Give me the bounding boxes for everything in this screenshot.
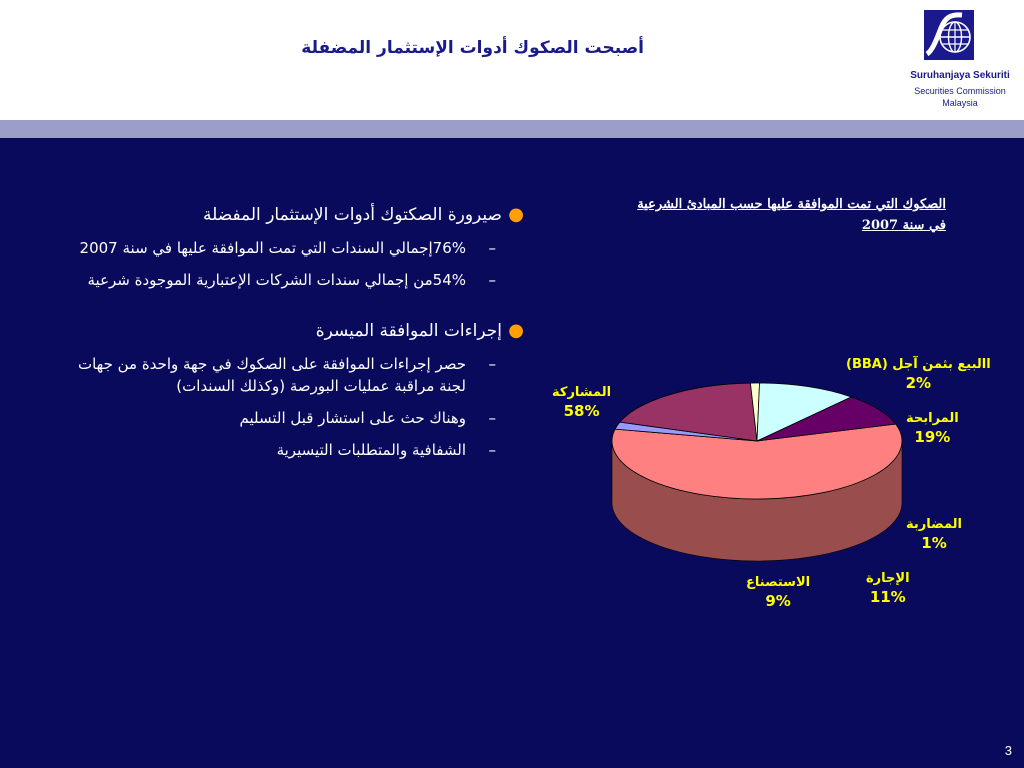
pie-label-bba: االبيع بثمن آجل (BBA) 2% — [846, 357, 991, 392]
sub-bullet-item: – حصر إجراءات الموافقة على الصكوك في جهة … — [77, 355, 496, 395]
pie-label-musharaka: المشاركة 58% — [552, 385, 612, 420]
pie-slice-0 — [611, 423, 903, 500]
pie-label-ijara: الإجارة 11% — [866, 571, 910, 606]
sub-bullet-item: – الشفافية والمتطلبات التيسيرية — [276, 441, 496, 459]
pie-label-murabaha: المرابحة 19% — [906, 411, 959, 446]
logo-name: Suruhanjaya Sekuriti — [910, 70, 1010, 81]
sc-logo: Suruhanjaya Sekuriti Securities Commissi… — [906, 10, 1014, 116]
sub-bullet-item: –54%من إجمالي سندات الشركات الإعتبارية ا… — [87, 271, 496, 289]
divider-band — [0, 120, 1024, 138]
chart-title: الصكوك التي تمت الموافقة عليها حسب المبا… — [637, 197, 946, 233]
bullet-item: ● إجراءات الموافقة الميسرة — [315, 320, 524, 341]
bullet-item: ● صيرورة الصكتوك أدوات الإستثمار المفضلة — [202, 204, 524, 225]
pie-slice-5 — [756, 396, 897, 442]
sub-bullet-item: – وهناك حث على استشار قبل التسليم — [239, 409, 496, 427]
slide-title: أصبحت الصكوك أدوات الإستثمار المضفلة — [301, 38, 644, 58]
bullet-list: ● صيرورة الصكتوك أدوات الإستثمار المفضلة … — [60, 203, 530, 471]
slide-body: ● صيرورة الصكتوك أدوات الإستثمار المفضلة … — [0, 138, 1024, 768]
logo-subtitle: Securities Commission Malaysia — [914, 86, 1006, 108]
pie-slice-2 — [619, 382, 758, 442]
globe-wave-icon — [924, 10, 974, 60]
pie-slice-1 — [614, 421, 758, 442]
sub-bullet-item: –76%إجمالي السندات التي تمت الموافقة علي… — [79, 239, 496, 257]
pie-label-mudaraba: المضاربة 1% — [906, 517, 962, 552]
pie-slice-4 — [756, 382, 853, 442]
pie-slice-3 — [749, 382, 760, 442]
page-number: 3 — [1004, 743, 1012, 758]
slide-header: أصبحت الصكوك أدوات الإستثمار المضفلة Sur… — [0, 0, 1024, 120]
pie-side-0 — [611, 440, 903, 562]
pie-label-istisna: الاستصناع 9% — [746, 575, 811, 610]
